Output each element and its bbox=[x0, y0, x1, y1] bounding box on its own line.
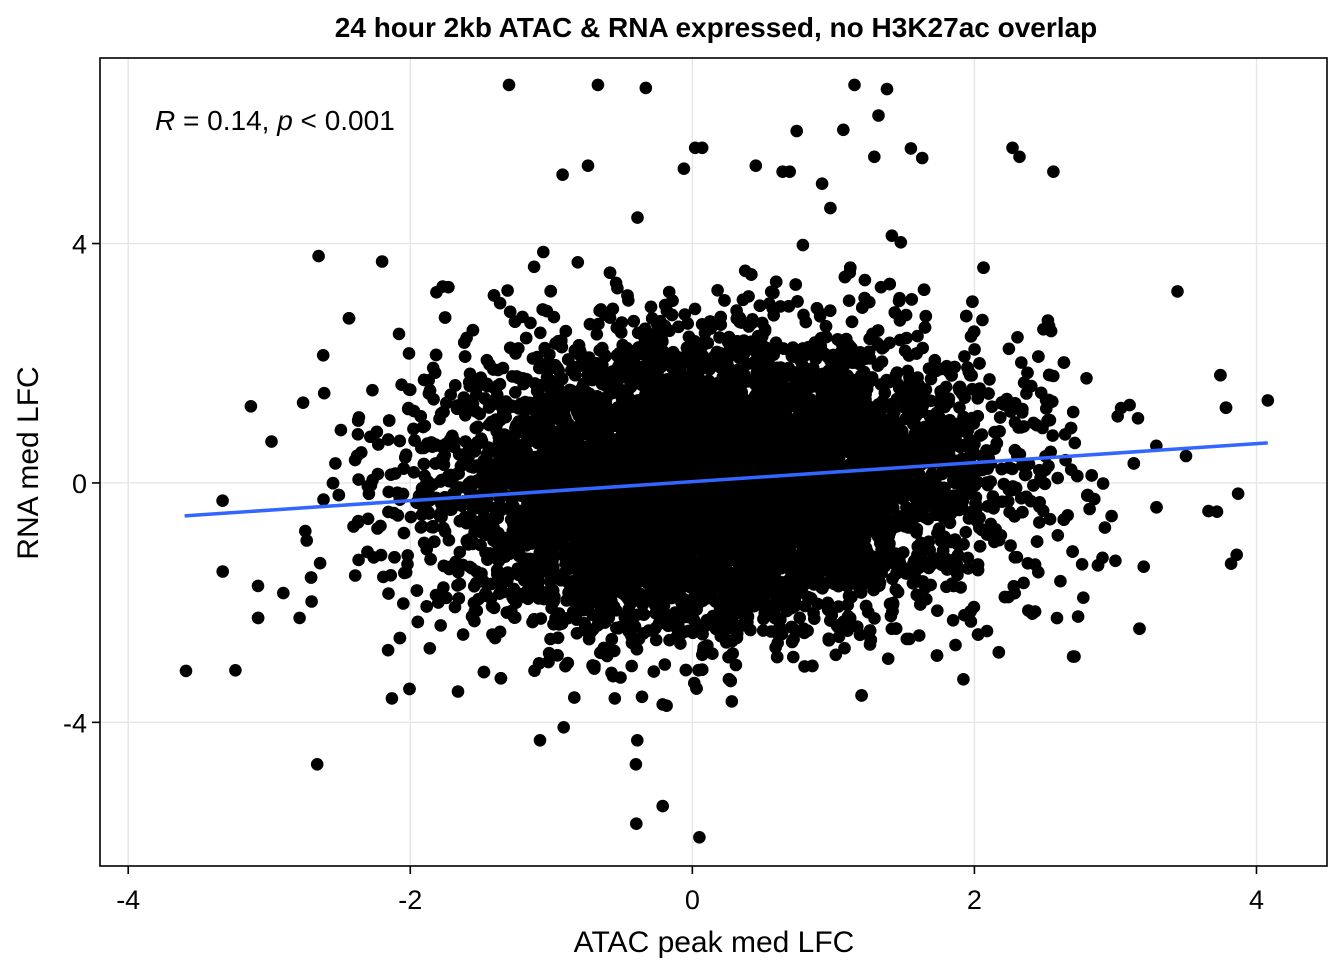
data-point bbox=[635, 690, 649, 704]
data-point bbox=[568, 691, 581, 704]
data-point bbox=[1002, 342, 1016, 356]
data-point bbox=[1020, 387, 1033, 400]
data-point bbox=[787, 650, 800, 664]
data-point bbox=[824, 201, 837, 215]
data-points bbox=[179, 78, 1275, 844]
data-point bbox=[829, 648, 843, 662]
data-point bbox=[437, 581, 450, 594]
data-point bbox=[216, 494, 229, 508]
data-point bbox=[988, 425, 1001, 439]
data-point bbox=[1051, 529, 1065, 542]
data-point bbox=[387, 506, 401, 520]
data-point bbox=[796, 238, 810, 252]
data-point bbox=[1050, 611, 1064, 625]
data-point bbox=[434, 619, 448, 632]
data-point bbox=[958, 350, 971, 363]
data-point bbox=[527, 260, 541, 274]
data-point bbox=[953, 401, 966, 414]
data-point bbox=[678, 308, 692, 321]
data-point bbox=[711, 284, 724, 297]
data-point bbox=[352, 473, 365, 486]
data-point bbox=[397, 597, 410, 610]
data-point bbox=[959, 525, 973, 539]
data-point bbox=[382, 587, 395, 600]
data-point bbox=[293, 611, 306, 625]
data-point bbox=[414, 521, 428, 534]
data-point bbox=[471, 420, 485, 434]
data-point bbox=[625, 659, 638, 673]
data-point bbox=[900, 331, 913, 345]
data-point bbox=[647, 665, 661, 678]
data-point bbox=[592, 317, 605, 331]
chart-title: 24 hour 2kb ATAC & RNA expressed, no H3K… bbox=[335, 12, 1097, 43]
data-point bbox=[1043, 512, 1057, 526]
data-point bbox=[557, 721, 570, 734]
data-point bbox=[1028, 558, 1042, 571]
data-point bbox=[911, 329, 924, 343]
data-point bbox=[1017, 376, 1031, 390]
data-point bbox=[423, 642, 437, 655]
data-point bbox=[537, 245, 550, 259]
data-point bbox=[401, 549, 415, 562]
data-point bbox=[532, 592, 545, 605]
data-point bbox=[509, 347, 522, 360]
data-point bbox=[885, 229, 899, 242]
data-point bbox=[875, 355, 889, 369]
data-point bbox=[453, 545, 467, 559]
data-point bbox=[1105, 509, 1118, 523]
data-point bbox=[442, 533, 456, 547]
data-point bbox=[348, 453, 362, 467]
data-point bbox=[351, 428, 365, 441]
data-point bbox=[842, 294, 856, 308]
data-point bbox=[957, 673, 970, 686]
data-point bbox=[300, 534, 314, 547]
data-point bbox=[501, 284, 514, 297]
data-point bbox=[265, 435, 278, 448]
data-point bbox=[509, 386, 522, 399]
data-point bbox=[407, 466, 421, 479]
data-point bbox=[381, 643, 395, 657]
data-point bbox=[981, 500, 994, 513]
data-point bbox=[838, 641, 851, 655]
data-point bbox=[722, 650, 735, 664]
data-point bbox=[299, 524, 312, 538]
data-point bbox=[961, 562, 975, 575]
data-point bbox=[313, 556, 327, 570]
data-point bbox=[348, 569, 362, 582]
data-point bbox=[949, 638, 962, 652]
data-point bbox=[1075, 558, 1089, 571]
data-point bbox=[1068, 436, 1082, 450]
data-point bbox=[853, 628, 867, 642]
data-point bbox=[534, 326, 547, 340]
data-point bbox=[459, 435, 472, 448]
data-point bbox=[377, 570, 390, 584]
data-point bbox=[329, 457, 342, 470]
data-point bbox=[983, 373, 996, 386]
data-point bbox=[1096, 477, 1110, 490]
data-point bbox=[561, 656, 575, 670]
data-point bbox=[894, 236, 908, 249]
